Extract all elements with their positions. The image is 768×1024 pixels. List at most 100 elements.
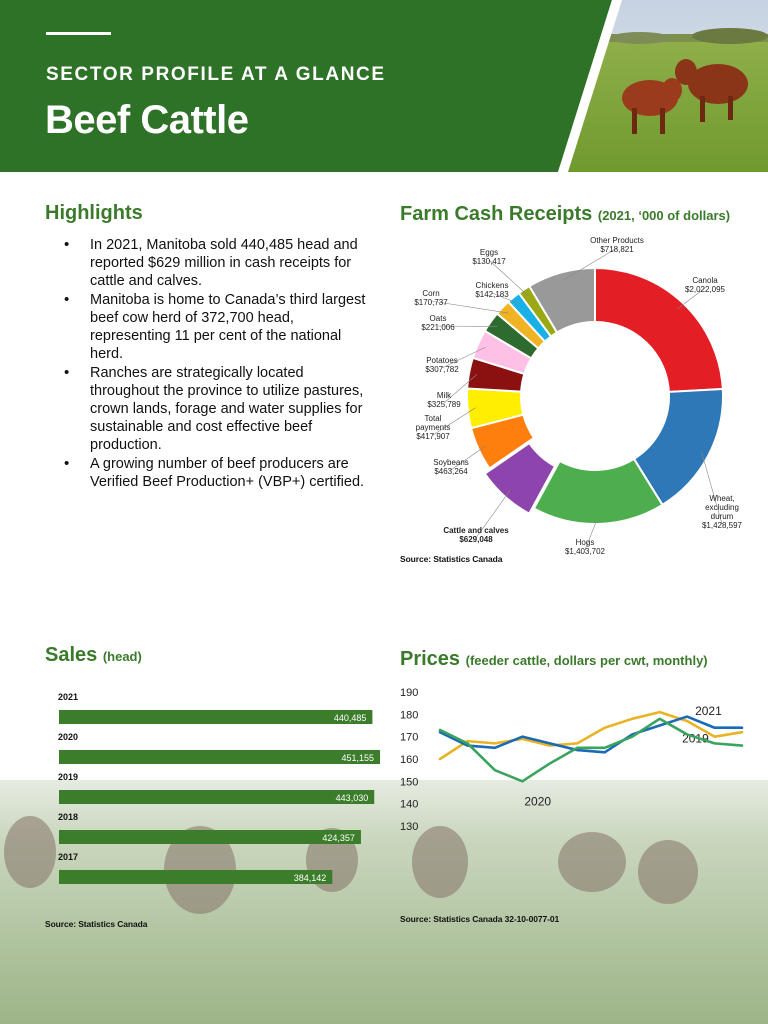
- sales-source: Source: Statistics Canada: [45, 919, 148, 929]
- donut-slice-label: $417,907: [416, 432, 450, 441]
- sales-category-label: 2021: [58, 692, 78, 702]
- receipts-heading: Farm Cash Receipts (2021, ‘000 of dollar…: [400, 203, 730, 226]
- donut-leader-line: [677, 287, 706, 310]
- receipts-title: Farm Cash Receipts: [400, 203, 593, 225]
- donut-slice-label: $325,789: [427, 400, 461, 409]
- highlights-title: Highlights: [45, 202, 143, 224]
- header-rule: [46, 32, 111, 35]
- sales-bar: [59, 750, 380, 764]
- donut-slice-label: durum: [711, 512, 734, 521]
- prices-y-tick-label: 160: [400, 754, 418, 766]
- donut-slice-canola: [594, 266, 724, 393]
- sales-value-label: 443,030: [336, 793, 369, 803]
- prices-subtitle: (feeder cattle, dollars per cwt, monthly…: [465, 653, 708, 668]
- donut-slice-label: Chickens: [476, 281, 509, 290]
- donut-slice-label: Hogs: [576, 538, 595, 547]
- donut-slice-label: payments: [416, 423, 451, 432]
- prices-series-label: 2020: [524, 794, 551, 808]
- donut-leader-line: [441, 346, 486, 369]
- prices-series-line-2021: [438, 710, 744, 761]
- donut-leader-line: [430, 300, 509, 314]
- donut-slice-label: $142,183: [475, 290, 509, 299]
- donut-slice-label: $1,403,702: [565, 547, 606, 556]
- header-background: [0, 0, 768, 172]
- donut-slice-label: $2,022,095: [685, 285, 726, 294]
- donut-leader-line: [437, 325, 498, 327]
- prices-y-tick-label: 140: [400, 799, 418, 811]
- donut-leader-line: [701, 451, 723, 525]
- prices-y-tick-label: 130: [400, 821, 418, 833]
- highlights-list: In 2021, Manitoba sold 440,485 head and …: [64, 236, 374, 492]
- donut-slice-label: Cattle and calves: [443, 526, 509, 535]
- page-header: SECTOR PROFILE AT A GLANCE Beef Cattle: [0, 0, 768, 172]
- sales-bar: [59, 870, 333, 884]
- sales-category-label: 2020: [58, 732, 78, 742]
- cattle-in-field-photo: [560, 0, 768, 172]
- highlight-item: Ranches are strategically located throug…: [64, 364, 374, 454]
- donut-slice-label: Oats: [430, 314, 447, 323]
- sales-value-label: 384,142: [294, 873, 327, 883]
- sales-heading: Sales (head): [45, 644, 142, 667]
- sales-value-label: 440,485: [334, 713, 367, 723]
- prices-series-label: 2021: [695, 704, 722, 718]
- highlight-item: A growing number of beef producers are V…: [64, 455, 374, 491]
- receipts-source: Source: Statistics Canada: [400, 554, 503, 564]
- prices-y-tick-label: 150: [400, 776, 418, 788]
- donut-slice-label: Eggs: [480, 248, 498, 257]
- donut-slice-label: excluding: [705, 503, 739, 512]
- header-eyebrow: SECTOR PROFILE AT A GLANCE: [46, 64, 386, 85]
- donut-slice-label: $130,417: [472, 257, 506, 266]
- prices-y-tick-label: 170: [400, 732, 418, 744]
- donut-leader-line: [450, 445, 486, 471]
- prices-y-tick-label: 190: [400, 687, 418, 699]
- donut-slice-label: $170,737: [414, 298, 448, 307]
- prices-title: Prices: [400, 648, 461, 670]
- prices-series-line-2020: [438, 717, 744, 783]
- donut-leader-line: [443, 374, 478, 404]
- sales-title: Sales: [45, 644, 98, 666]
- donut-slice-hogs: [532, 457, 664, 525]
- donut-slice-label: $718,821: [600, 245, 634, 254]
- prices-heading: Prices (feeder cattle, dollars per cwt, …: [400, 648, 708, 671]
- donut-leader-line: [584, 515, 599, 551]
- sales-bar-chart: 2021 440,485 2020 451,155 2019 443,030 2018 424…: [58, 692, 380, 884]
- donut-slice-label: Soybeans: [433, 458, 469, 467]
- donut-slice-label: Other Products: [590, 236, 644, 245]
- highlights-heading: Highlights: [45, 202, 143, 225]
- field-background: [0, 780, 768, 1024]
- sales-value-label: 451,155: [341, 753, 374, 763]
- donut-leader-line: [432, 407, 476, 436]
- sales-value-label: 424,357: [322, 833, 355, 843]
- sales-bar: [59, 790, 375, 804]
- donut-leader-line: [475, 490, 511, 539]
- highlight-item: In 2021, Manitoba sold 440,485 head and …: [64, 236, 374, 290]
- donut-slice-other-products: [527, 266, 596, 334]
- donut-slice-label: Total: [425, 414, 442, 423]
- sales-category-label: 2018: [58, 812, 78, 822]
- receipts-subtitle: (2021, ‘000 of dollars): [597, 208, 731, 223]
- donut-leader-line: [562, 247, 618, 281]
- donut-leader-line: [491, 292, 519, 304]
- sales-bar: [59, 830, 361, 844]
- donut-slice-cattle-and-calves: [483, 441, 557, 516]
- donut-slice-label: $307,782: [425, 365, 459, 374]
- donut-leader-line: [488, 259, 529, 297]
- prices-series-line-2019: [438, 715, 744, 754]
- highlight-item: Manitoba is home to Canada’s third large…: [64, 291, 374, 363]
- donut-slice-label: Potatoes: [426, 356, 458, 365]
- prices-source: Source: Statistics Canada 32-10-0077-01: [400, 914, 560, 924]
- page-title: Beef Cattle: [45, 98, 249, 142]
- donut-slice-label: Wheat,: [709, 494, 734, 503]
- donut-slice-label: Canola: [692, 276, 718, 285]
- donut-slice-label: $221,006: [421, 323, 455, 332]
- donut-slice-label: Corn: [422, 289, 439, 298]
- sales-category-label: 2019: [58, 772, 78, 782]
- donut-slice-label: $463,264: [434, 467, 468, 476]
- donut-slice-label: Milk: [437, 391, 452, 400]
- donut-slice-label: $629,048: [459, 535, 493, 544]
- sales-subtitle: (head): [102, 649, 142, 664]
- sales-category-label: 2017: [58, 852, 78, 862]
- prices-y-tick-label: 180: [400, 709, 418, 721]
